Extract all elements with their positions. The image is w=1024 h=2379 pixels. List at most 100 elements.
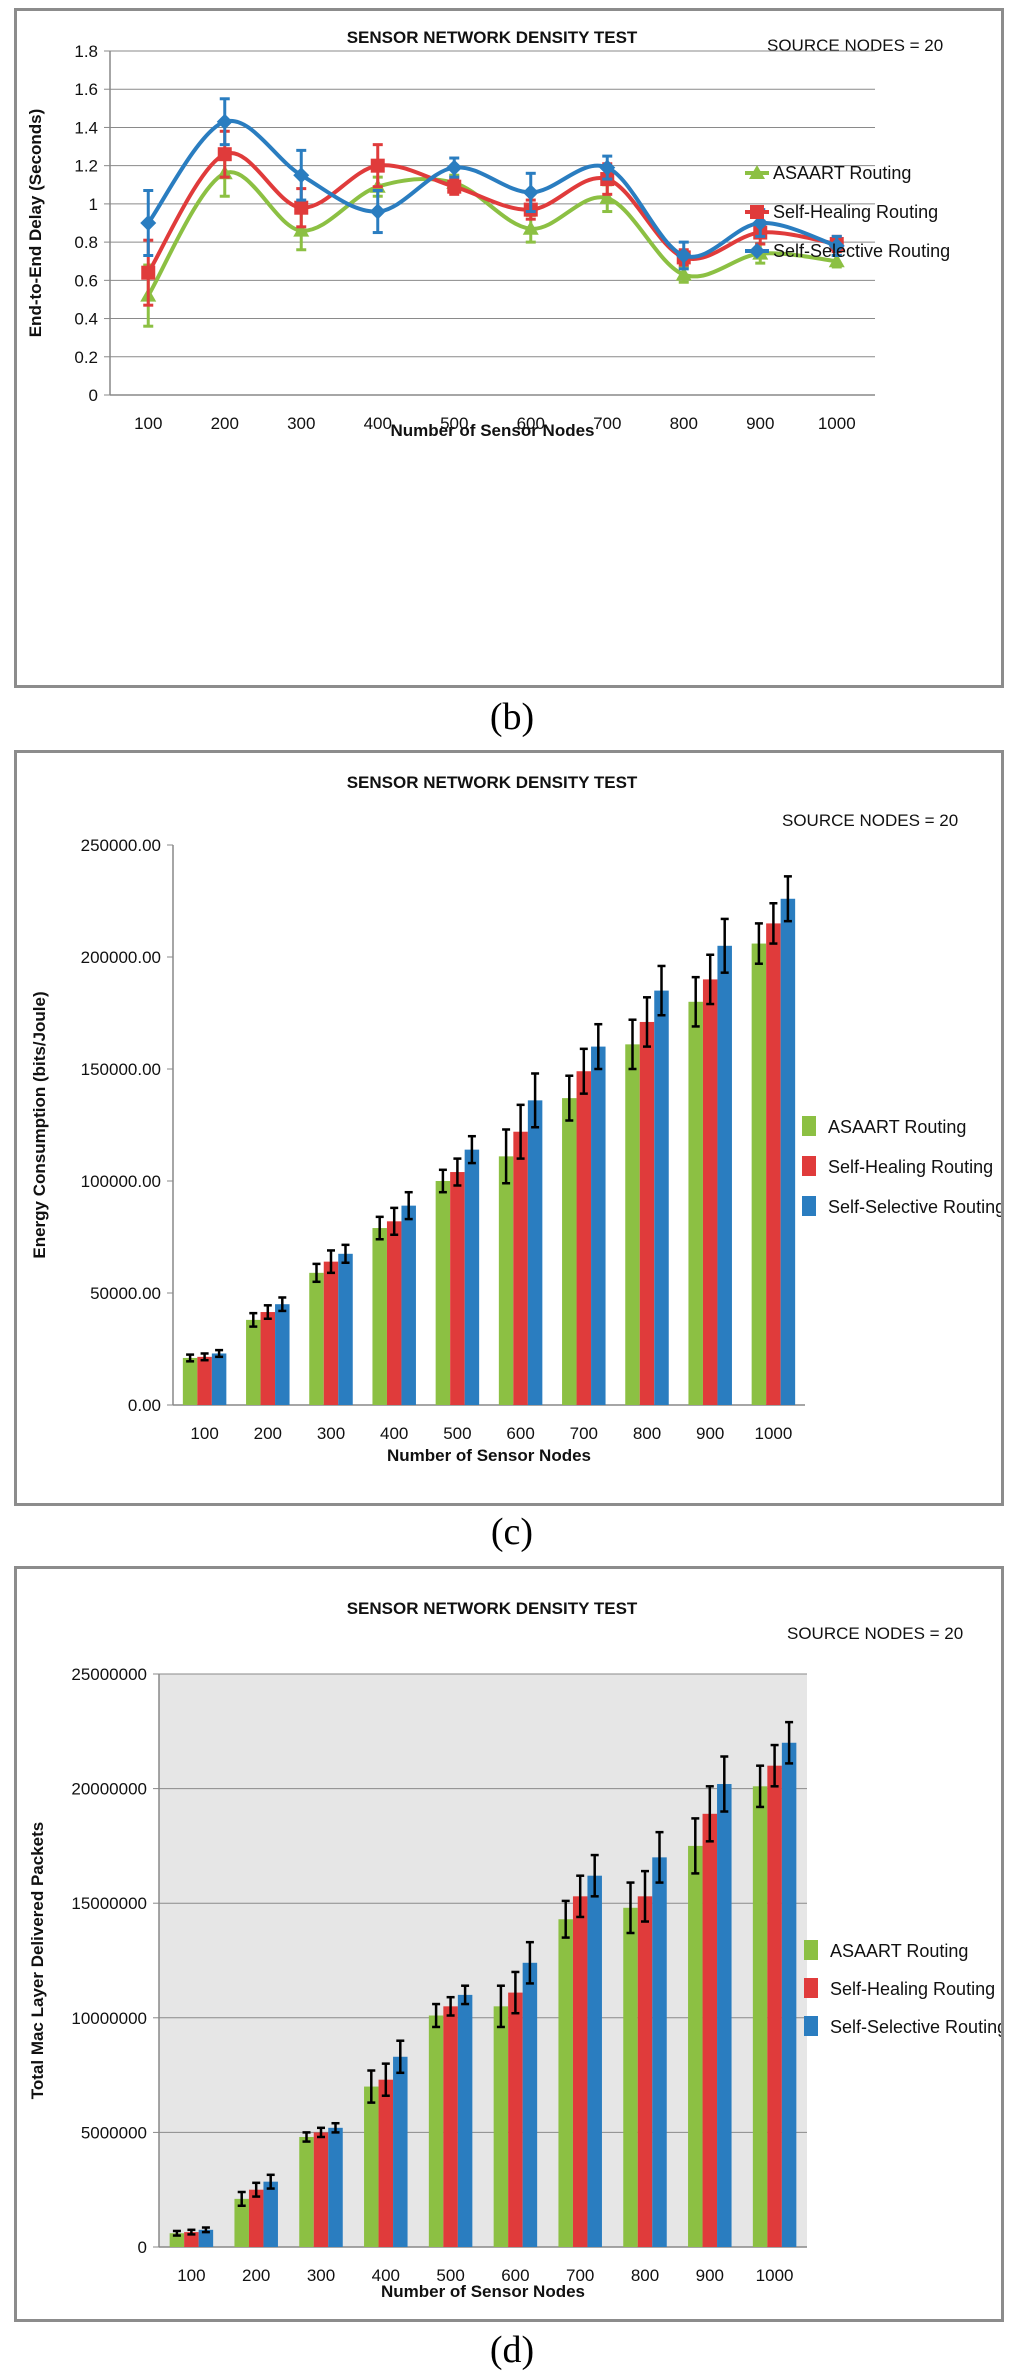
x-tick-label: 100: [190, 1424, 218, 1443]
bar: [234, 2198, 249, 2247]
bar: [184, 2232, 199, 2247]
legend-label-2: Self-Healing Routing: [828, 1157, 993, 1177]
bar: [654, 990, 669, 1405]
legend-marker-3: [749, 243, 765, 259]
x-tick-label: 1000: [818, 414, 856, 433]
bar: [702, 979, 718, 1405]
data-point: [828, 237, 845, 254]
x-tick-label: 400: [372, 2266, 400, 2285]
chart-frame-d: SENSOR NETWORK DENSITY TEST SOURCE NODES …: [14, 1566, 1007, 2322]
data-point: [294, 200, 309, 215]
x-tick-label: 700: [570, 1424, 598, 1443]
legend-label-3: Self-Selective Routing: [828, 1197, 1001, 1217]
bar: [260, 1312, 276, 1405]
bar: [522, 1962, 538, 2247]
chart-title-d: SENSOR NETWORK DENSITY TEST: [347, 1599, 638, 1618]
bar: [623, 1907, 638, 2247]
bar: [263, 2181, 278, 2247]
x-tick-label: 500: [440, 414, 468, 433]
legend-label-3: Self-Selective Routing: [773, 241, 950, 261]
y-tick-label: 0.8: [74, 233, 98, 252]
legend-label-2: Self-Healing Routing: [773, 202, 938, 222]
panel-d: SENSOR NETWORK DENSITY TEST SOURCE NODES …: [0, 1566, 1024, 2379]
x-tick-label: 700: [593, 414, 621, 433]
x-tick-label: 800: [670, 414, 698, 433]
bar: [464, 1149, 480, 1405]
bar: [393, 2056, 408, 2247]
y-tick-label: 150000.00: [81, 1060, 161, 1079]
bar: [338, 1253, 353, 1405]
x-tick-label: 100: [177, 2266, 205, 2285]
bar: [702, 1813, 718, 2247]
bar: [313, 2132, 329, 2247]
legend-label-1: ASAART Routing: [773, 163, 911, 183]
bar: [386, 1221, 402, 1405]
legend-swatch-3: [804, 2016, 818, 2036]
data-point: [675, 247, 692, 264]
bar: [182, 1357, 198, 1405]
bar: [781, 1742, 797, 2247]
data-point: [522, 220, 539, 235]
caption-d: (d): [489, 2329, 535, 2371]
bar: [248, 2189, 264, 2247]
series-line-2: [146, 150, 838, 274]
source-nodes-annotation-c: SOURCE NODES = 20: [782, 811, 958, 830]
y-tick-label: 250000.00: [81, 836, 161, 855]
legend-label-2: Self-Healing Routing: [830, 1979, 995, 1999]
y-tick-label: 20000000: [71, 1780, 147, 1799]
data-point: [447, 179, 462, 194]
bar: [562, 1098, 577, 1405]
panel-c: SENSOR NETWORK DENSITY TEST SOURCE NODES …: [0, 745, 1024, 1553]
bar: [717, 945, 732, 1405]
x-tick-label: 900: [746, 414, 774, 433]
data-point: [522, 184, 539, 201]
data-point: [828, 253, 845, 268]
data-point: [217, 147, 232, 162]
data-point: [599, 159, 616, 176]
legend-marker-2: [750, 205, 764, 219]
x-tick-label: 600: [506, 1424, 534, 1443]
panel-b: SENSOR NETWORK DENSITY TEST SOURCE NODES …: [0, 0, 1024, 750]
bar: [364, 2086, 379, 2247]
bar: [572, 1896, 588, 2247]
legend-swatch-2: [804, 1978, 818, 1998]
x-tick-label: 600: [501, 2266, 529, 2285]
bar: [450, 1172, 465, 1405]
bar: [527, 1100, 543, 1405]
chart-frame-b: SENSOR NETWORK DENSITY TEST SOURCE NODES …: [14, 8, 1004, 688]
data-point: [446, 159, 463, 176]
data-point: [293, 167, 310, 184]
y-axis-label-b: End-to-End Delay (Seconds): [26, 109, 45, 338]
legend-label-3: Self-Selective Routing: [830, 2017, 1001, 2037]
bar: [639, 1021, 655, 1405]
y-tick-label: 1.6: [74, 80, 98, 99]
data-point: [675, 266, 692, 281]
x-tick-label: 1000: [754, 1424, 792, 1443]
bar: [591, 1046, 606, 1405]
bar: [275, 1304, 290, 1405]
legend-label-1: ASAART Routing: [830, 1941, 968, 1961]
bar: [401, 1205, 416, 1405]
x-tick-label: 100: [134, 414, 162, 433]
legend-swatch-1: [804, 1940, 818, 1960]
x-tick-label: 600: [517, 414, 545, 433]
chart-title-b: SENSOR NETWORK DENSITY TEST: [347, 28, 638, 47]
x-tick-label: 200: [211, 414, 239, 433]
bar: [211, 1353, 227, 1405]
bar: [508, 1992, 523, 2247]
data-point: [293, 222, 310, 237]
x-tick-label: 400: [364, 414, 392, 433]
y-tick-label: 0: [89, 386, 98, 405]
data-point: [369, 203, 386, 220]
x-tick-label: 300: [307, 2266, 335, 2285]
y-tick-label: 25000000: [71, 1665, 147, 1684]
bar: [493, 2006, 509, 2247]
legend-swatch-2: [802, 1156, 816, 1176]
chart-title-c: SENSOR NETWORK DENSITY TEST: [347, 773, 638, 792]
bar: [513, 1131, 528, 1405]
y-tick-label: 0.6: [74, 271, 98, 290]
bar: [428, 2015, 444, 2247]
caption-b: (b): [489, 696, 535, 738]
bar-chart-energy-consumption: SENSOR NETWORK DENSITY TEST SOURCE NODES …: [30, 773, 1005, 1465]
bar: [498, 1156, 514, 1405]
